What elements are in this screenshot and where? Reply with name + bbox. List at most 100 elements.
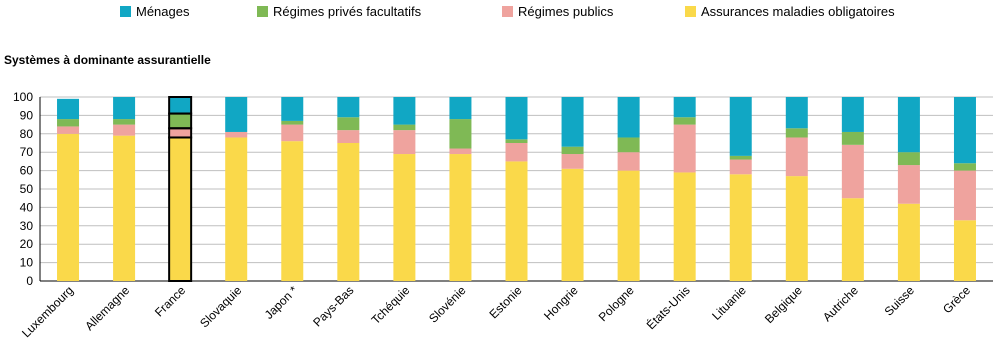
bar-segment-publics xyxy=(617,152,640,171)
bar-segment-publics xyxy=(785,137,808,177)
x-tick-label: France xyxy=(152,283,189,320)
bar-segment-menages xyxy=(561,97,584,147)
bar-segment-menages xyxy=(57,98,80,120)
bar-segment-obligatoires xyxy=(337,143,360,281)
bar-segment-obligatoires xyxy=(225,137,248,281)
bar-segment-prives xyxy=(953,163,976,171)
bar-segment-obligatoires xyxy=(57,133,80,281)
legend: Ménages Régimes privés facultatifs Régim… xyxy=(0,4,999,24)
y-tick-label: 50 xyxy=(20,182,34,196)
bar-segment-prives xyxy=(617,137,640,153)
bar-segment-obligatoires xyxy=(561,168,584,281)
x-tick-label: États-Unis xyxy=(643,283,693,333)
legend-swatch-obligatoires xyxy=(685,6,696,17)
y-tick-label: 20 xyxy=(20,237,34,251)
bar-segment-publics xyxy=(57,126,80,134)
bar-segment-menages xyxy=(841,97,864,132)
bar-segment-obligatoires xyxy=(953,220,976,281)
x-tick-label: Luxembourg xyxy=(19,283,76,340)
bar-segment-obligatoires xyxy=(393,154,416,281)
bar-segment-publics xyxy=(281,124,304,142)
bar-segment-publics xyxy=(953,170,976,221)
bar-segment-menages xyxy=(953,97,976,164)
bar-segment-publics xyxy=(225,131,248,138)
x-tick-label: Tchéquie xyxy=(369,283,413,327)
y-tick-label: 30 xyxy=(20,219,34,233)
legend-item-prives: Régimes privés facultatifs xyxy=(257,4,421,19)
bar-segment-prives xyxy=(57,119,80,127)
x-tick-label: Japon * xyxy=(262,283,301,322)
bar-segment-prives xyxy=(169,113,192,129)
x-tick-label: Estonie xyxy=(486,283,524,321)
y-tick-label: 100 xyxy=(13,90,33,104)
y-tick-label: 40 xyxy=(20,200,34,214)
bar-segment-prives xyxy=(841,131,864,145)
bar-segment-menages xyxy=(897,97,920,153)
y-tick-label: 0 xyxy=(26,274,33,288)
bar-segment-publics xyxy=(449,148,472,155)
bar-segment-menages xyxy=(505,97,528,140)
x-tick-label: Hongrie xyxy=(541,283,581,323)
y-tick-label: 10 xyxy=(20,256,34,270)
chart-subtitle: Systèmes à dominante assurantielle xyxy=(4,53,211,67)
bar-segment-prives xyxy=(729,155,752,160)
bar-segment-obligatoires xyxy=(169,137,192,281)
bar-segment-prives xyxy=(281,120,304,125)
bar-segment-prives xyxy=(673,117,696,125)
bar-segment-menages xyxy=(113,97,136,120)
x-tick-label: Slovaquie xyxy=(197,283,244,330)
legend-label-menages: Ménages xyxy=(136,4,190,19)
x-tick-label: Grèce xyxy=(940,283,973,316)
bar-segment-publics xyxy=(673,124,696,173)
bar-segment-obligatoires xyxy=(897,203,920,281)
bar-segment-menages xyxy=(393,97,416,125)
bar-segment-prives xyxy=(561,146,584,155)
bar-segment-obligatoires xyxy=(673,172,696,281)
x-tick-label: Allemagne xyxy=(82,283,132,333)
bar-segment-menages xyxy=(449,97,472,120)
bar-segment-menages xyxy=(729,97,752,156)
bar-segment-menages xyxy=(225,97,248,132)
bar-segment-publics xyxy=(337,130,360,143)
bar-segment-prives xyxy=(897,152,920,166)
x-tick-label: Belgique xyxy=(762,283,805,326)
legend-item-obligatoires: Assurances maladies obligatoires xyxy=(685,4,895,19)
legend-swatch-menages xyxy=(120,6,131,17)
bar-segment-prives xyxy=(505,139,528,143)
bar-segment-menages xyxy=(169,97,192,114)
bar-segment-menages xyxy=(673,97,696,118)
bar-segment-menages xyxy=(617,97,640,138)
bar-segment-obligatoires xyxy=(281,141,304,281)
bar-segment-publics xyxy=(897,165,920,204)
bar-segment-publics xyxy=(561,154,584,169)
x-tick-label: Pays-Bas xyxy=(310,283,356,329)
bar-segment-obligatoires xyxy=(449,154,472,281)
bar-segment-menages xyxy=(337,97,360,118)
y-tick-label: 70 xyxy=(20,145,34,159)
bar-segment-prives xyxy=(393,124,416,131)
bar-highlight-outline xyxy=(168,96,193,115)
legend-item-menages: Ménages xyxy=(120,4,189,19)
bar-segment-obligatoires xyxy=(113,135,136,281)
bar-segment-prives xyxy=(337,117,360,131)
x-tick-label: Slovénie xyxy=(426,283,469,326)
y-tick-label: 60 xyxy=(20,164,34,178)
bar-segment-publics xyxy=(729,159,752,175)
legend-label-obligatoires: Assurances maladies obligatoires xyxy=(701,4,895,19)
bar-segment-obligatoires xyxy=(729,174,752,281)
x-tick-label: Suisse xyxy=(882,283,918,319)
bar-segment-obligatoires xyxy=(841,198,864,281)
bar-segment-prives xyxy=(449,119,472,149)
x-tick-label: Autriche xyxy=(820,283,861,324)
bar-segment-obligatoires xyxy=(617,170,640,281)
legend-label-publics: Régimes publics xyxy=(518,4,614,19)
y-tick-label: 90 xyxy=(20,108,34,122)
legend-swatch-prives xyxy=(257,6,268,17)
bar-segment-publics xyxy=(841,144,864,199)
bar-segment-publics xyxy=(113,124,136,136)
legend-item-publics: Régimes publics xyxy=(502,4,613,19)
bar-segment-publics xyxy=(505,143,528,162)
bar-segment-obligatoires xyxy=(785,176,808,281)
bar-segment-menages xyxy=(281,97,304,121)
